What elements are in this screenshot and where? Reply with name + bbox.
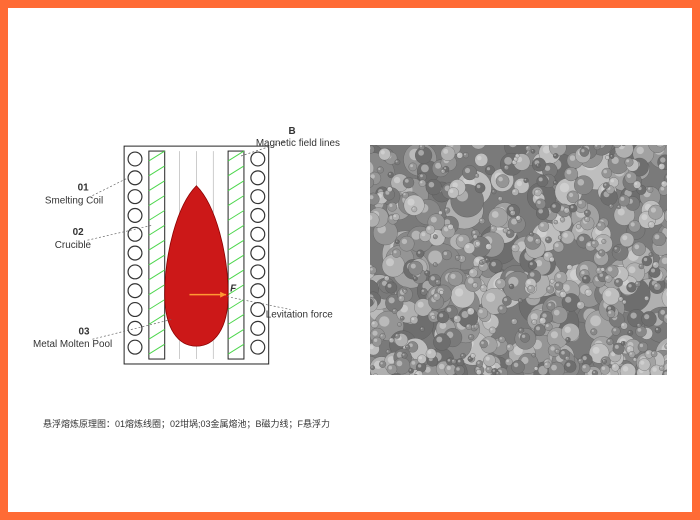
diagram-panel: 01 Smelting Coil 02 Crucible 03 Metal Mo… [33, 90, 350, 430]
diagram-caption: 悬浮熔炼原理图：01熔炼线圈；02坩埚;03金属熔池；B磁力线；F悬浮力 [33, 417, 350, 430]
label-b-text: Magnetic field lines [256, 138, 340, 149]
label-f-num: F [230, 284, 237, 295]
levitation-diagram: 01 Smelting Coil 02 Crucible 03 Metal Mo… [33, 90, 350, 430]
micrograph-panel [370, 145, 667, 375]
label-f-text: Levitation force [266, 309, 334, 320]
label-03-text: Metal Molten Pool [33, 339, 112, 350]
crucible-hatch-left [149, 151, 165, 354]
frame: 01 Smelting Coil 02 Crucible 03 Metal Mo… [0, 0, 700, 520]
label-01-num: 01 [78, 183, 90, 194]
coils-right [251, 152, 265, 354]
micrograph-spheres [370, 145, 667, 375]
crucible-hatch-right [228, 151, 244, 354]
label-02-num: 02 [73, 227, 85, 238]
label-b-num: B [289, 126, 296, 137]
molten-pool [165, 186, 228, 346]
label-03-num: 03 [79, 326, 91, 337]
label-02-text: Crucible [55, 240, 92, 251]
coils-left [128, 152, 142, 354]
label-01-text: Smelting Coil [45, 196, 103, 207]
